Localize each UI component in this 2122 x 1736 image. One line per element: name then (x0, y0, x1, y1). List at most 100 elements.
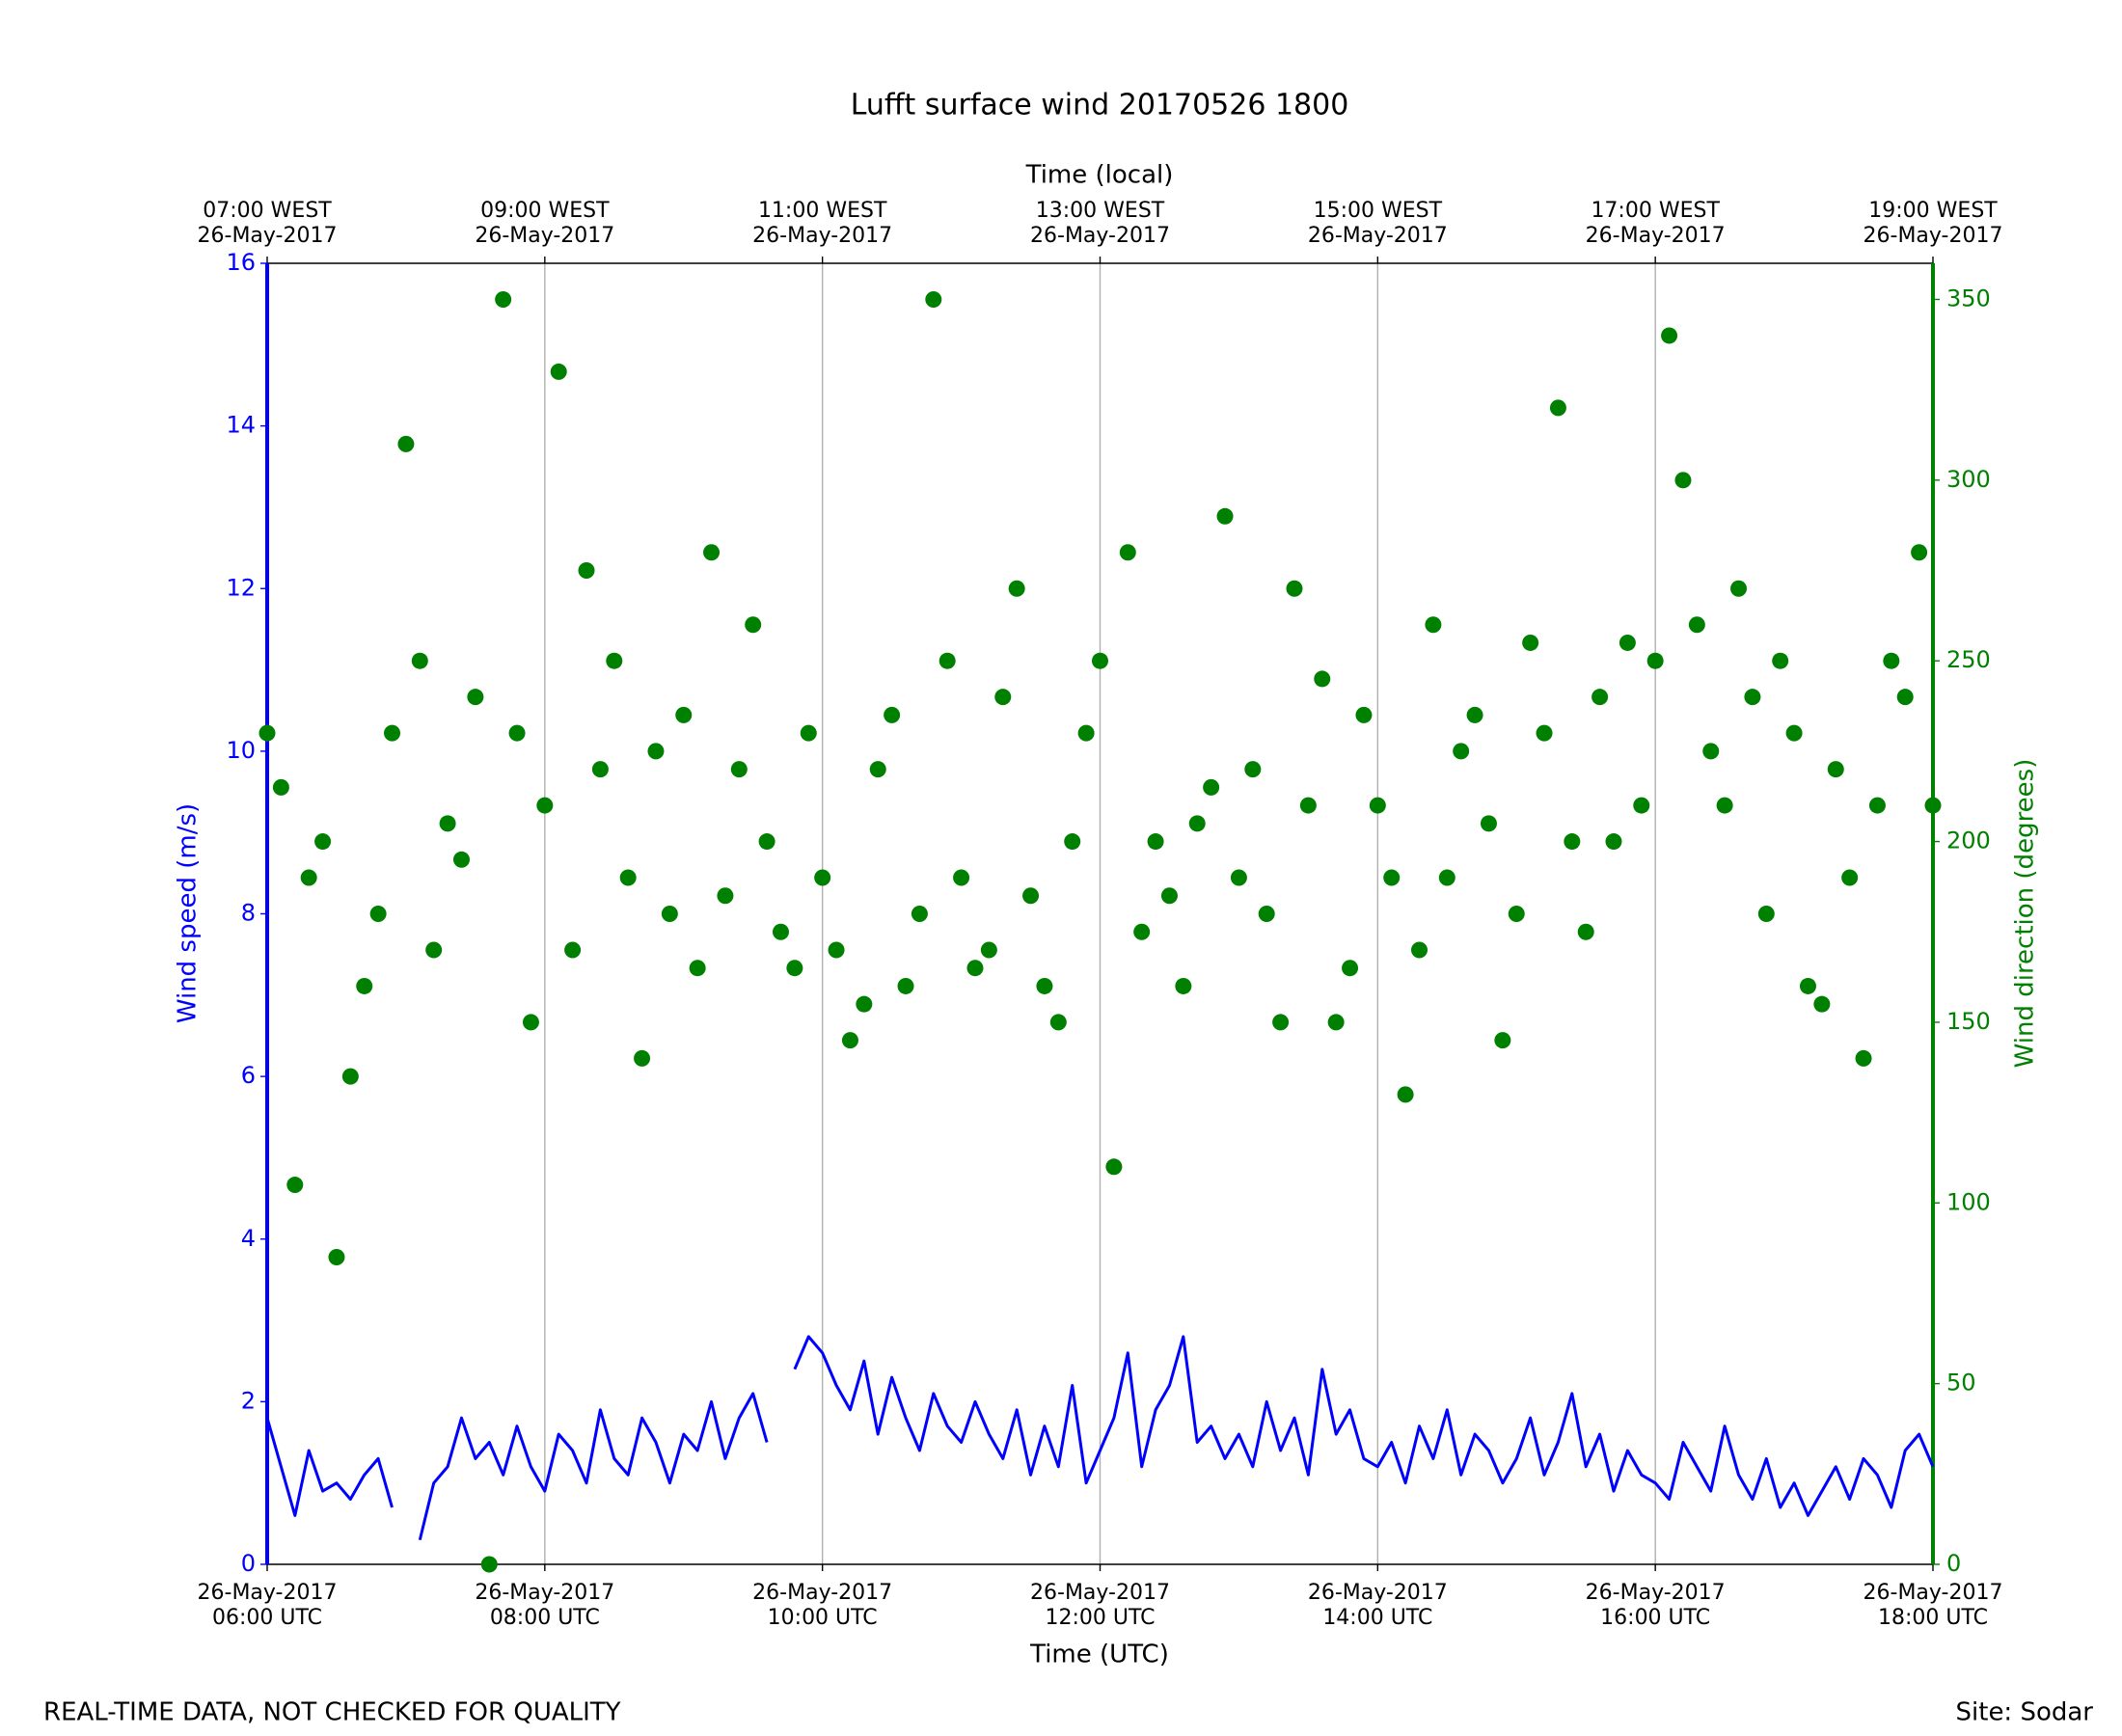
wind-direction-point (272, 778, 289, 796)
wind-direction-point (1508, 906, 1525, 922)
wind-direction-point (1133, 923, 1151, 940)
wind-direction-point (661, 906, 678, 922)
wind-direction-point (897, 977, 914, 994)
y2-tick-label: 0 (1946, 1550, 1961, 1577)
x-tick-label: 26-May-2017 (475, 1581, 614, 1605)
wind-direction-point (1119, 544, 1136, 561)
wind-direction-point (884, 706, 901, 723)
chart-title: Lufft surface wind 20170526 1800 (851, 89, 1349, 122)
wind-direction-point (1564, 833, 1581, 851)
wind-direction-point (1911, 544, 1928, 561)
x-tick-label: 16:00 UTC (1600, 1606, 1710, 1630)
wind-direction-point (1342, 960, 1359, 977)
wind-direction-point (1105, 1158, 1123, 1176)
wind-direction-point (786, 960, 803, 977)
wind-direction-point (1425, 616, 1442, 634)
wind-direction-point (703, 544, 721, 561)
x2-axis-label: Time (local) (1025, 161, 1174, 190)
wind-direction-point (1355, 706, 1373, 723)
x-tick-label: 18:00 UTC (1878, 1606, 1988, 1630)
footer-site: Site: Sodar (1956, 1698, 2094, 1727)
wind-direction-point (828, 941, 845, 959)
wind-direction-point (745, 616, 762, 634)
y2-tick-label: 350 (1946, 285, 1991, 312)
x-tick-label: 06:00 UTC (212, 1606, 322, 1630)
wind-direction-point (1744, 689, 1761, 706)
wind-direction-point (1216, 507, 1234, 525)
wind-direction-point (508, 724, 526, 742)
y-tick-label: 4 (241, 1225, 256, 1252)
wind-direction-point (1077, 724, 1095, 742)
wind-direction-point (1064, 833, 1081, 851)
wind-direction-point (1008, 580, 1025, 597)
wind-direction-point (522, 1014, 539, 1031)
wind-direction-point (425, 941, 443, 959)
wind-direction-point (258, 724, 276, 742)
wind-direction-point (1314, 670, 1331, 688)
wind-direction-point (1536, 724, 1553, 742)
wind-direction-point (1772, 652, 1789, 669)
wind-direction-point (591, 761, 609, 778)
wind-direction-point (939, 652, 956, 669)
wind-direction-point (1049, 1014, 1067, 1031)
wind-direction-point (439, 815, 456, 832)
y-tick-label: 10 (226, 737, 256, 764)
wind-direction-point (1716, 797, 1733, 814)
wind-direction-point (1577, 923, 1594, 940)
wind-direction-point (1411, 941, 1428, 959)
wind-direction-point (1549, 399, 1566, 417)
wind-direction-point (911, 906, 928, 922)
x2-tick-label: 26-May-2017 (752, 224, 892, 248)
wind-direction-point (300, 869, 317, 886)
footer-note: REAL-TIME DATA, NOT CHECKED FOR QUALITY (43, 1698, 621, 1727)
wind-direction-point (564, 941, 582, 959)
wind-direction-point (286, 1177, 304, 1194)
x-tick-label: 26-May-2017 (1308, 1581, 1448, 1605)
wind-direction-point (1175, 977, 1192, 994)
x-tick-label: 26-May-2017 (752, 1581, 892, 1605)
wind-direction-point (369, 906, 387, 922)
wind-direction-point (1896, 689, 1914, 706)
wind-direction-point (634, 1049, 651, 1067)
x-tick-label: 08:00 UTC (490, 1606, 600, 1630)
wind-direction-point (1299, 797, 1317, 814)
wind-direction-point (1230, 869, 1247, 886)
wind-direction-point (1258, 906, 1275, 922)
wind-direction-point (1924, 797, 1942, 814)
wind-direction-point (467, 689, 484, 706)
y-tick-label: 8 (241, 900, 256, 927)
wind-direction-point (1453, 743, 1470, 760)
wind-direction-point (314, 833, 332, 851)
x-tick-label: 26-May-2017 (1864, 1581, 2003, 1605)
x-tick-label: 12:00 UTC (1045, 1606, 1155, 1630)
x2-tick-label: 07:00 WEST (203, 199, 332, 223)
y2-tick-label: 250 (1946, 646, 1991, 673)
x2-tick-label: 26-May-2017 (475, 224, 614, 248)
x2-tick-label: 15:00 WEST (1314, 199, 1443, 223)
wind-direction-point (1868, 797, 1886, 814)
y2-tick-label: 150 (1946, 1008, 1991, 1035)
y2-tick-label: 300 (1946, 466, 1991, 493)
wind-direction-point (869, 761, 886, 778)
x2-tick-label: 09:00 WEST (480, 199, 610, 223)
wind-direction-point (1883, 652, 1900, 669)
wind-direction-point (758, 833, 775, 851)
wind-direction-point (1480, 815, 1497, 832)
wind-direction-point (994, 689, 1012, 706)
wind-direction-point (411, 652, 428, 669)
wind-direction-point (1688, 616, 1705, 634)
x2-tick-label: 26-May-2017 (1030, 224, 1170, 248)
wind-direction-point (480, 1556, 498, 1573)
wind-direction-point (1592, 689, 1609, 706)
wind-direction-point (647, 743, 665, 760)
wind-direction-point (536, 797, 554, 814)
y2-tick-label: 100 (1946, 1188, 1991, 1215)
wind-direction-point (1286, 580, 1303, 597)
wind-direction-point (1522, 634, 1539, 651)
wind-direction-point (495, 290, 512, 308)
wind-direction-point (1160, 887, 1178, 905)
wind-direction-point (730, 761, 748, 778)
wind-direction-point (1327, 1014, 1345, 1031)
x2-tick-label: 26-May-2017 (198, 224, 338, 248)
